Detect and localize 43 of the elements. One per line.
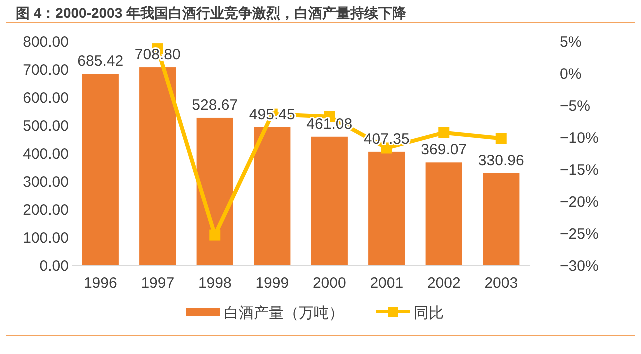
y-tick-label: 600.00 <box>23 90 69 107</box>
point <box>496 133 507 144</box>
data-label: 369.07 <box>421 142 468 159</box>
y-tick-label: 100.00 <box>23 230 69 247</box>
y2-tick-label: −20% <box>560 194 599 211</box>
data-label: 330.96 <box>478 152 524 170</box>
x-tick-label: 2003 <box>484 275 518 292</box>
legend-label: 同比 <box>414 305 444 322</box>
bar <box>196 118 234 266</box>
y-tick-label: 300.00 <box>23 174 69 191</box>
bar <box>483 173 520 266</box>
bar <box>426 162 462 266</box>
y2-tick-label: −5% <box>560 98 590 115</box>
x-tick-label: 1996 <box>84 275 118 292</box>
point <box>438 127 450 138</box>
y-tick-label: 700.00 <box>23 62 69 79</box>
x-tick-label: 2001 <box>370 275 404 292</box>
chart-title: 图 4：2000-2003 年我国白酒行业竞争激烈，白酒产量持续下降 <box>16 5 408 21</box>
bar <box>82 74 119 266</box>
x-tick-label: 2000 <box>312 275 346 292</box>
bar <box>140 68 176 266</box>
y2-tick-label: −10% <box>560 130 599 147</box>
bar <box>254 127 291 266</box>
y2-tick-label: 5% <box>560 34 582 51</box>
point <box>210 230 221 241</box>
y-tick-label: 800.00 <box>23 34 69 51</box>
y2-tick-label: −25% <box>560 226 599 243</box>
y2-tick-label: 0% <box>560 66 582 83</box>
y-tick-label: 0.00 <box>40 258 69 275</box>
data-label: 685.42 <box>78 53 124 70</box>
legend-label: 白酒产量（万吨） <box>224 305 344 322</box>
x-tick-label: 1997 <box>141 275 175 292</box>
y2-tick-label: −15% <box>560 162 599 179</box>
y-tick-label: 500.00 <box>23 118 69 135</box>
x-tick-label: 1999 <box>256 275 290 292</box>
x-tick-label: 1998 <box>198 275 232 292</box>
x-tick-label: 2002 <box>427 275 461 292</box>
y2-tick-label: −30% <box>560 258 599 275</box>
bar <box>311 136 348 266</box>
bar <box>368 152 406 266</box>
y-tick-label: 200.00 <box>23 202 69 219</box>
y-tick-label: 400.00 <box>23 146 69 163</box>
data-label: 528.67 <box>192 96 238 114</box>
